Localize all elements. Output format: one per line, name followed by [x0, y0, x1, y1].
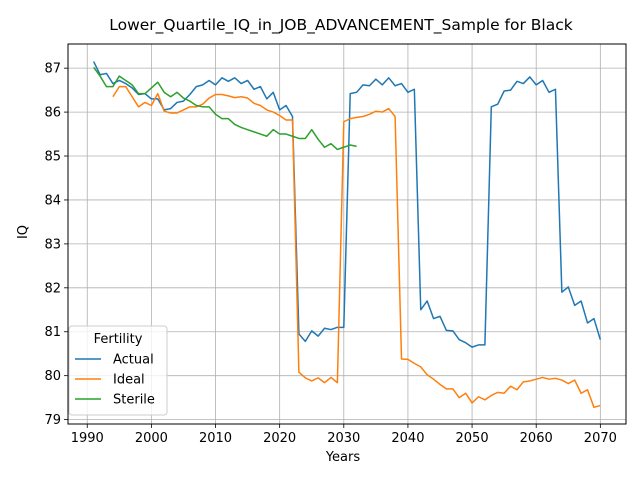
x-axis: 1990 2000 2010 2020 2030 2040 2050 2060 2070 — [71, 424, 617, 446]
legend-label-sterile: Sterile — [113, 393, 155, 408]
plot-frame — [67, 43, 627, 425]
y-tick-label: 80 — [44, 369, 61, 384]
legend-box — [68, 325, 168, 416]
x-tick-label: 2060 — [520, 431, 553, 446]
x-tick-label: 2010 — [199, 431, 232, 446]
x-tick-label: 2050 — [456, 431, 489, 446]
series-line-actual — [92, 61, 602, 348]
series-layer — [92, 61, 602, 409]
y-axis-label: IQ — [16, 225, 31, 239]
y-tick-label: 79 — [44, 413, 61, 428]
y-tick-label: 87 — [44, 62, 61, 77]
y-tick-label: 83 — [44, 237, 61, 252]
chart-title: Lower_Quartile_IQ_in_JOB_ADVANCEMENT_Sam… — [109, 16, 573, 35]
legend-title: Fertility — [94, 332, 143, 347]
series-line-ideal — [112, 85, 601, 409]
y-tick-label: 86 — [44, 106, 61, 121]
legend: Fertility Actual Ideal Sterile — [68, 325, 168, 416]
x-tick-label: 2000 — [135, 431, 168, 446]
series-line-sterile — [93, 66, 357, 151]
x-tick-label: 1990 — [71, 431, 104, 446]
x-tick-label: 2020 — [263, 431, 296, 446]
x-tick-label: 2030 — [327, 431, 360, 446]
x-axis-label: Years — [325, 450, 361, 465]
legend-label-ideal: Ideal — [113, 373, 145, 388]
y-tick-label: 84 — [44, 193, 61, 208]
legend-label-actual: Actual — [113, 353, 154, 368]
y-axis: 79 80 81 82 83 84 85 86 87 — [44, 62, 68, 428]
y-tick-label: 82 — [44, 281, 61, 296]
y-tick-label: 85 — [44, 150, 61, 165]
legend-entries: Actual Ideal Sterile — [75, 353, 155, 408]
y-tick-label: 81 — [44, 325, 61, 340]
x-tick-label: 2040 — [391, 431, 424, 446]
x-tick-label: 2070 — [584, 431, 617, 446]
